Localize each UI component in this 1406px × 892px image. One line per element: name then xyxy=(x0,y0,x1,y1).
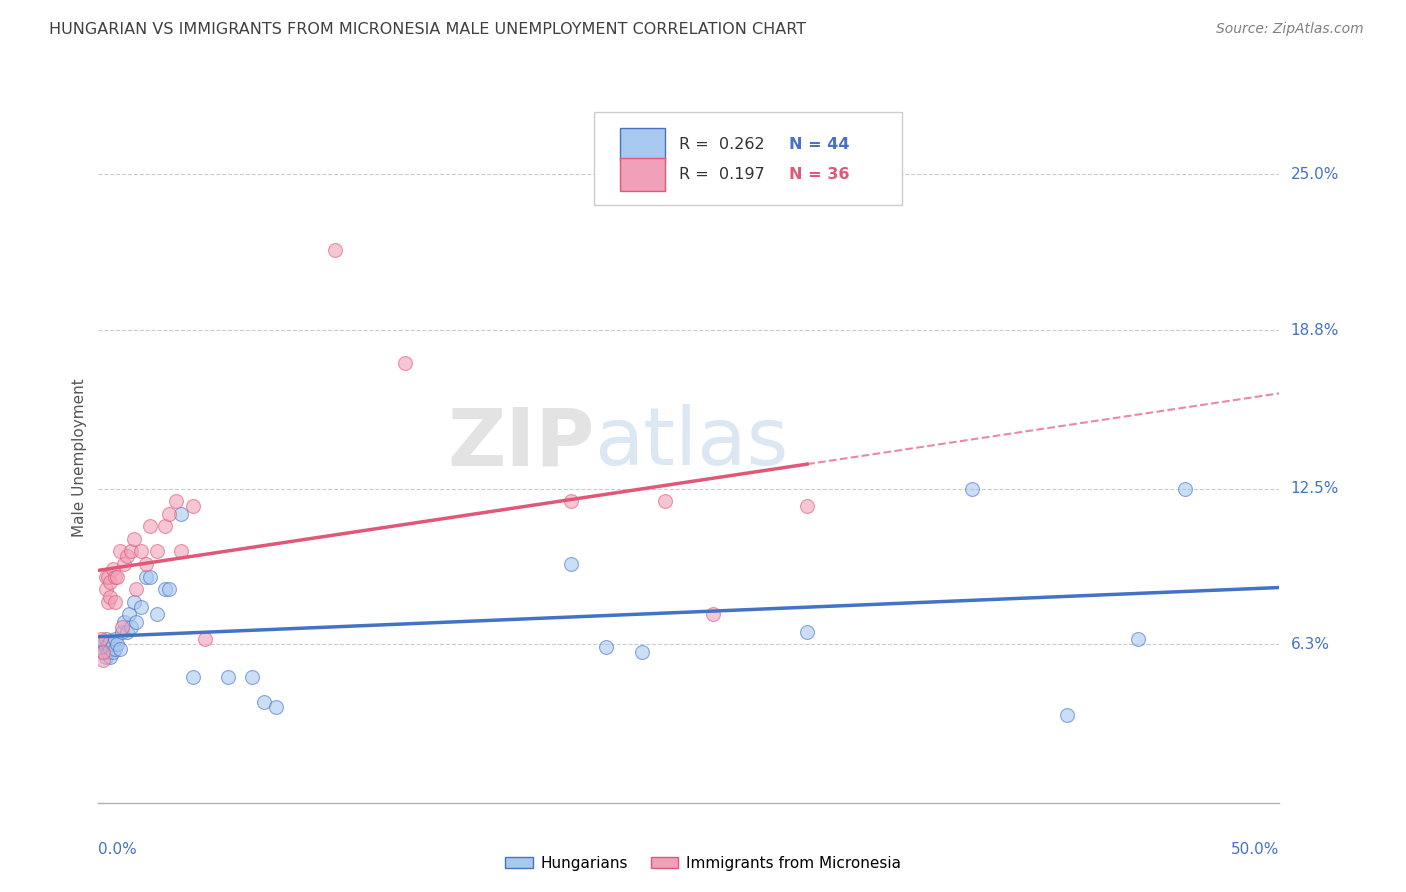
Point xyxy=(97,645,120,659)
Point xyxy=(1126,632,1149,647)
Point xyxy=(135,569,157,583)
Text: 12.5%: 12.5% xyxy=(1291,481,1339,496)
Point xyxy=(702,607,724,622)
Point xyxy=(146,544,169,558)
Point xyxy=(91,645,114,659)
Point xyxy=(181,499,204,513)
Point xyxy=(264,700,287,714)
Point xyxy=(129,599,152,614)
Point xyxy=(91,645,114,659)
Point xyxy=(108,544,131,558)
Point xyxy=(90,632,112,647)
Point xyxy=(98,642,121,657)
Point xyxy=(122,532,145,546)
Point xyxy=(157,507,180,521)
Point xyxy=(97,569,120,583)
Point xyxy=(97,637,120,651)
Point xyxy=(165,494,187,508)
Point xyxy=(560,494,582,508)
Point xyxy=(129,544,152,558)
Point xyxy=(181,670,204,684)
Point xyxy=(94,632,117,647)
Point xyxy=(94,569,117,583)
FancyBboxPatch shape xyxy=(620,128,665,161)
Point xyxy=(139,569,162,583)
Point xyxy=(121,544,143,558)
Point xyxy=(170,507,193,521)
Text: R =  0.262: R = 0.262 xyxy=(679,137,765,153)
Point xyxy=(97,595,120,609)
Point xyxy=(323,243,346,257)
Point xyxy=(118,607,141,622)
Point xyxy=(115,549,138,564)
Legend: Hungarians, Immigrants from Micronesia: Hungarians, Immigrants from Micronesia xyxy=(499,850,907,877)
Text: HUNGARIAN VS IMMIGRANTS FROM MICRONESIA MALE UNEMPLOYMENT CORRELATION CHART: HUNGARIAN VS IMMIGRANTS FROM MICRONESIA … xyxy=(49,22,806,37)
Point xyxy=(217,670,239,684)
Point xyxy=(94,582,117,596)
Point xyxy=(394,356,416,370)
Point xyxy=(962,482,984,496)
Point xyxy=(94,650,117,665)
Point xyxy=(115,624,138,639)
Text: 18.8%: 18.8% xyxy=(1291,323,1339,338)
Point xyxy=(560,557,582,571)
Point xyxy=(104,595,127,609)
Point xyxy=(101,637,124,651)
Text: Source: ZipAtlas.com: Source: ZipAtlas.com xyxy=(1216,22,1364,37)
Text: 25.0%: 25.0% xyxy=(1291,167,1339,182)
Text: 6.3%: 6.3% xyxy=(1291,637,1330,652)
Text: ZIP: ZIP xyxy=(447,404,595,483)
Text: 50.0%: 50.0% xyxy=(1232,842,1279,856)
Point xyxy=(111,620,134,634)
Point xyxy=(104,642,127,657)
Text: 0.0%: 0.0% xyxy=(98,842,138,856)
Point xyxy=(122,595,145,609)
Point xyxy=(125,582,148,596)
Point xyxy=(90,640,112,654)
Point xyxy=(796,624,818,639)
Point xyxy=(157,582,180,596)
Point xyxy=(1056,707,1078,722)
Point xyxy=(108,642,131,657)
Text: N = 36: N = 36 xyxy=(789,167,849,182)
Point xyxy=(121,620,143,634)
Point xyxy=(111,624,134,639)
Point xyxy=(240,670,263,684)
Point xyxy=(146,607,169,622)
Point xyxy=(105,637,128,651)
Point xyxy=(104,569,127,583)
Point xyxy=(101,562,124,576)
Point xyxy=(654,494,676,508)
Point xyxy=(153,519,176,533)
Point xyxy=(101,645,124,659)
Point xyxy=(170,544,193,558)
Point xyxy=(104,632,127,647)
Point xyxy=(94,640,117,654)
Point xyxy=(98,590,121,604)
Point xyxy=(125,615,148,629)
Point xyxy=(1174,482,1197,496)
Point xyxy=(153,582,176,596)
Point xyxy=(98,650,121,665)
Point xyxy=(253,695,276,709)
Text: R =  0.197: R = 0.197 xyxy=(679,167,765,182)
FancyBboxPatch shape xyxy=(620,158,665,191)
Point xyxy=(112,557,135,571)
Point xyxy=(91,635,114,649)
FancyBboxPatch shape xyxy=(595,112,901,205)
Point xyxy=(91,652,114,666)
Point xyxy=(630,645,652,659)
Point xyxy=(98,574,121,589)
Point xyxy=(194,632,217,647)
Point xyxy=(796,499,818,513)
Point xyxy=(112,615,135,629)
Point xyxy=(139,519,162,533)
Y-axis label: Male Unemployment: Male Unemployment xyxy=(72,378,87,536)
Text: atlas: atlas xyxy=(595,404,789,483)
Point xyxy=(595,640,617,654)
Point xyxy=(98,635,121,649)
Text: N = 44: N = 44 xyxy=(789,137,849,153)
Point xyxy=(105,569,128,583)
Point xyxy=(135,557,157,571)
